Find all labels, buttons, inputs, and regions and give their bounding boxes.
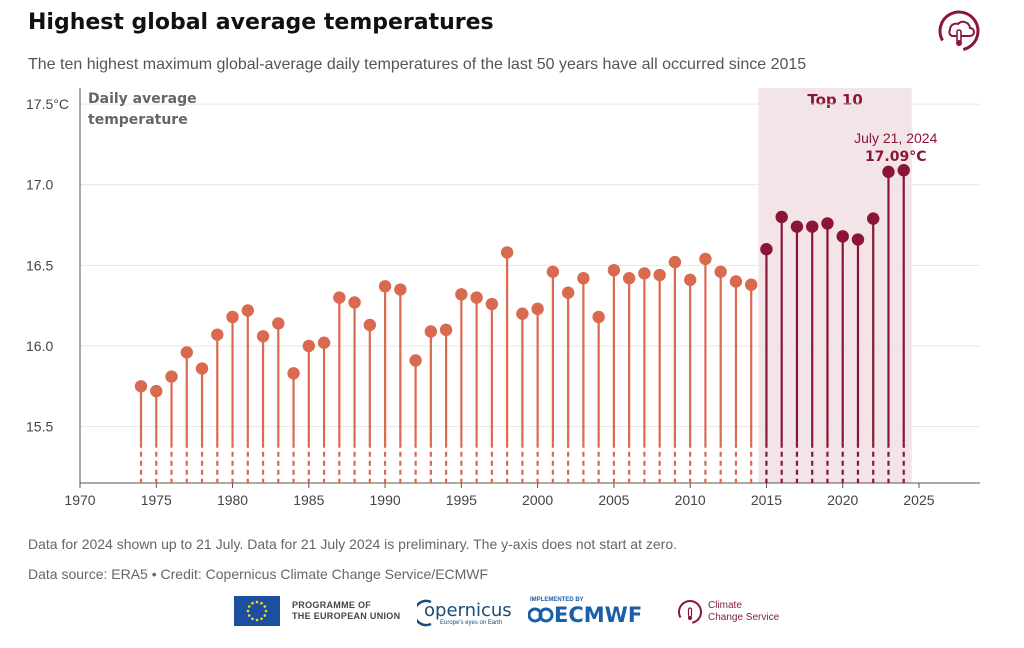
data-point [287,367,300,380]
data-point [760,243,773,256]
data-point [302,339,316,353]
data-point [211,328,224,341]
data-point [394,283,407,296]
source-credit: Data source: ERA5 • Credit: Copernicus C… [28,566,489,582]
x-tick-label: 2000 [522,492,553,508]
data-point [546,265,560,278]
data-point [806,220,819,233]
data-point [348,296,361,309]
data-point [165,370,178,383]
top10-band [758,88,912,483]
data-point [424,325,438,338]
data-point [134,380,148,393]
data-point [714,265,727,278]
data-point [333,291,346,304]
data-point [455,288,468,301]
x-tick-label: 1970 [64,492,95,508]
data-point [622,272,636,285]
y-axis-label-line2: temperature [88,112,188,128]
data-point [150,384,163,398]
eu-flag-icon [234,596,280,626]
temperature-chart: Top 10 15.5 16.0 16.5 17.0 17.5°C Daily averag… [26,88,980,508]
data-point [531,302,544,316]
copernicus-wordmark: opernicus [424,600,512,621]
c3s-logo-icon [678,600,702,624]
data-point [867,212,880,225]
highlight-date: July 21, 2024 [854,130,937,146]
data-point [653,268,666,282]
data-point [836,230,849,243]
data-point [195,362,209,375]
x-tick-label: 2020 [827,492,858,508]
data-point [821,217,834,230]
x-tick-label: 1990 [370,492,401,508]
data-point [683,273,697,287]
data-note: Data for 2024 shown up to 21 July. Data … [28,536,677,552]
data-point [668,255,682,269]
data-point [378,280,392,293]
data-point [226,310,239,324]
data-point [500,246,514,259]
y-axis-label-line1: Daily average [88,91,197,107]
top10-label: Top 10 [807,91,862,109]
data-point [897,164,910,177]
copernicus-tagline: Europe's eyes on Earth [440,620,503,626]
copernicus-logo-icon [417,599,432,627]
data-point [638,267,651,280]
x-tick-label: 2005 [598,492,629,508]
x-tick-label: 1975 [141,492,172,508]
data-point [256,330,270,343]
x-tick-label: 1980 [217,492,248,508]
data-point [363,318,377,332]
data-point [851,233,865,246]
y-tick-label: 17.0 [26,177,53,193]
partner-logos: PROGRAMME OF THE EUROPEAN UNION opernicu… [232,594,792,634]
chart-subtitle: The ten highest maximum global-average d… [28,56,807,73]
data-point [241,304,254,317]
data-point [744,278,758,291]
data-point [607,263,621,277]
eu-programme-label: PROGRAMME OF THE EUROPEAN UNION [292,600,401,621]
data-point [485,297,499,311]
data-point [317,336,331,349]
data-point [882,165,895,179]
x-tick-label: 2015 [751,492,782,508]
y-tick-label: 16.0 [26,338,53,354]
ecmwf-icon [528,607,554,623]
data-point [516,307,529,320]
y-tick-label: 17.5°C [26,96,69,112]
implemented-by-label: IMPLEMENTED BY [530,597,584,603]
data-point [577,272,590,285]
c3s-wordmark: Climate Change Service [708,600,780,623]
data-point [592,310,605,324]
data-point [409,354,422,367]
x-tick-label: 2025 [903,492,934,508]
data-point [180,346,193,359]
ecmwf-wordmark: ECMWF [554,603,643,627]
x-tick-label: 1985 [293,492,324,508]
page-title: Highest global average temperatures [28,10,494,35]
y-tick-label: 15.5 [26,419,53,435]
x-tick-label: 2010 [675,492,706,508]
y-tick-label: 16.5 [26,257,53,273]
data-point [699,252,712,266]
data-point [272,317,285,330]
data-point [470,291,483,304]
data-point [775,210,788,224]
highlight-value: 17.09°C [865,149,927,165]
data-point [439,323,453,337]
data-point [729,275,743,288]
data-point [561,286,575,299]
data-point [790,220,804,233]
climate-change-service-logo [938,10,980,52]
x-tick-label: 1995 [446,492,477,508]
